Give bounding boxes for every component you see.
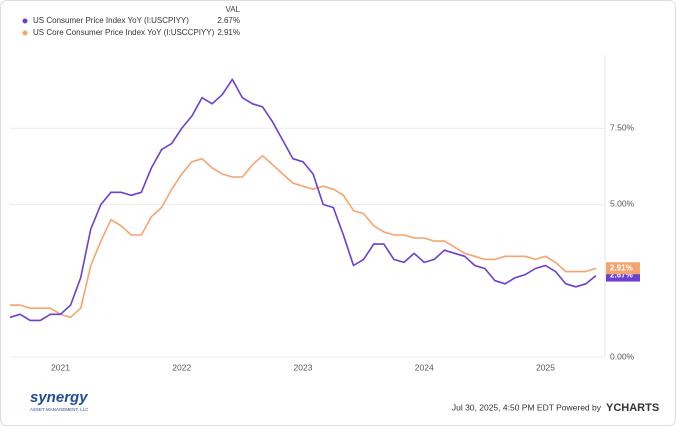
legend-marker [22, 18, 28, 24]
logo: synergy [30, 389, 88, 406]
series-line [10, 154, 597, 319]
value-tag-label: 2.67% [610, 271, 633, 280]
legend-label: US Consumer Price Index YoY (I:USCPIYY) [33, 16, 189, 25]
footer: Jul 30, 2025, 4:50 PM EDT Powered by [452, 402, 602, 412]
brand: YCHARTS [606, 402, 659, 414]
logo-subtitle: ASSET MANAGEMENT, LLC [30, 407, 89, 412]
legend-value: 2.91% [217, 28, 240, 37]
x-tick-label: 2024 [415, 362, 434, 372]
y-tick-label: 5.00% [610, 199, 635, 209]
legend-marker [22, 30, 28, 36]
x-tick-label: 2022 [172, 362, 191, 372]
x-tick-label: 2021 [51, 362, 70, 372]
value-tag [606, 262, 640, 275]
legend-label: US Core Consumer Price Index YoY (I:USCC… [33, 28, 215, 37]
x-tick-label: 2025 [536, 362, 555, 372]
y-tick-label: 0.00% [610, 351, 635, 361]
legend-value: 2.67% [217, 16, 240, 25]
value-tag-label: 2.91% [610, 263, 633, 272]
y-tick-label: 7.50% [610, 122, 635, 132]
legend-header: VAL [225, 5, 240, 14]
x-tick-label: 2023 [294, 362, 313, 372]
series-line [9, 78, 597, 322]
